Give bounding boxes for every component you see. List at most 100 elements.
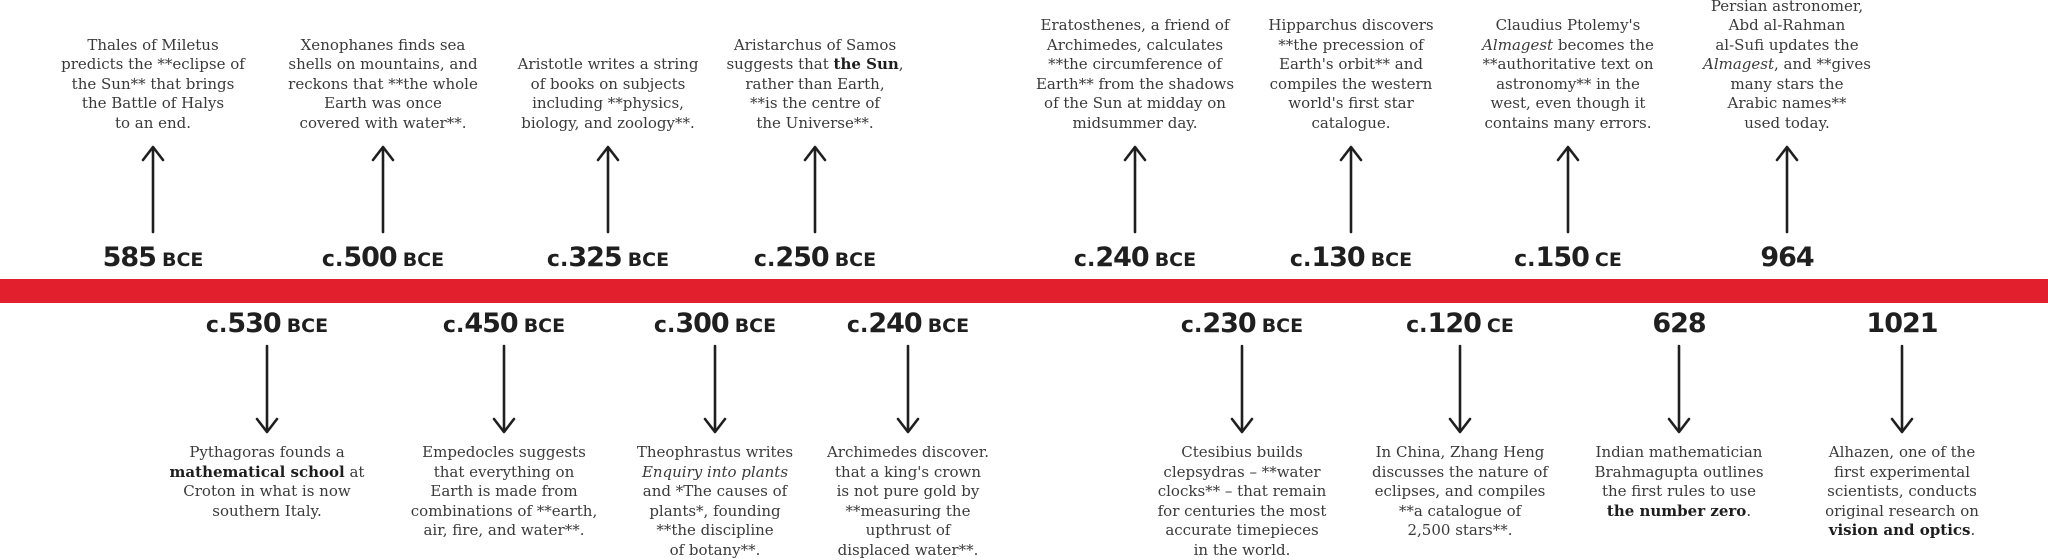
description-line: catalogue. xyxy=(1268,114,1433,134)
date-era: BCE xyxy=(928,315,969,337)
date-year: 150 xyxy=(1536,242,1589,273)
date-year: 1021 xyxy=(1866,308,1937,339)
date-era: BCE xyxy=(735,315,776,337)
description-line: Aristarchus of Samos xyxy=(726,36,903,56)
description-line: upthrust of xyxy=(827,521,989,541)
date-year: 585 xyxy=(103,242,156,273)
description-line: Ctesibius builds xyxy=(1158,443,1327,463)
date-era: BCE xyxy=(1262,315,1303,337)
description-line: **the discipline xyxy=(637,521,793,541)
description-line: al-Sufi updates the xyxy=(1703,36,1871,56)
description-line: accurate timepieces xyxy=(1158,521,1327,541)
description-line: Earth was once xyxy=(288,94,478,114)
date-prefix: c. xyxy=(1406,313,1427,338)
date-era: BCE xyxy=(162,249,203,271)
description-line: Enquiry into plants xyxy=(637,463,793,483)
description-line: Archimedes discover. xyxy=(827,443,989,463)
arrow-down-icon xyxy=(1227,346,1257,433)
description-line: clepsydras – **water xyxy=(1158,463,1327,483)
date-prefix: c. xyxy=(847,313,868,338)
date-prefix: c. xyxy=(1074,247,1095,272)
date-prefix: c. xyxy=(1181,313,1202,338)
description-line: displaced water**. xyxy=(827,541,989,560)
date-prefix: c. xyxy=(322,247,343,272)
description-line: astronomy** in the xyxy=(1482,75,1654,95)
description-line: the Sun** that brings xyxy=(61,75,245,95)
timeline-band xyxy=(0,279,2048,303)
description-line: that a king's crown xyxy=(827,463,989,483)
description-line: used today. xyxy=(1703,114,1871,134)
description-line: for centuries the most xyxy=(1158,502,1327,522)
description-line: **a catalogue of xyxy=(1372,502,1548,522)
arrow-up-icon xyxy=(1336,146,1366,232)
description-line: that everything on xyxy=(411,463,597,483)
date-era: BCE xyxy=(403,249,444,271)
date-year: 300 xyxy=(675,308,728,339)
arrow-down-icon xyxy=(489,346,519,433)
description-line: **the circumference of xyxy=(1036,55,1234,75)
description-line: **the precession of xyxy=(1268,36,1433,56)
event-date: 585 BCE xyxy=(103,244,204,271)
arrow-up-icon xyxy=(138,146,168,232)
date-prefix: c. xyxy=(547,247,568,272)
description-line: air, fire, and water**. xyxy=(411,521,597,541)
description-line: southern Italy. xyxy=(170,502,365,522)
event-date: c.450 BCE xyxy=(443,310,565,337)
date-prefix: c. xyxy=(754,247,775,272)
date-year: 240 xyxy=(868,308,921,339)
date-prefix: c. xyxy=(1290,247,1311,272)
description-line: to an end. xyxy=(61,114,245,134)
date-year: 130 xyxy=(1311,242,1364,273)
date-prefix: c. xyxy=(443,313,464,338)
description-line: combinations of **earth, xyxy=(411,502,597,522)
event-date: 628 xyxy=(1652,310,1705,337)
date-era: CE xyxy=(1595,249,1622,271)
description-line: Xenophanes finds sea xyxy=(288,36,478,56)
date-era: CE xyxy=(1487,315,1514,337)
description-line: Thales of Miletus xyxy=(61,36,245,56)
description-line: biology, and zoology**. xyxy=(518,114,699,134)
date-era: BCE xyxy=(628,249,669,271)
date-prefix: c. xyxy=(1514,247,1535,272)
arrow-down-icon xyxy=(700,346,730,433)
date-era: BCE xyxy=(524,315,565,337)
date-era: BCE xyxy=(1371,249,1412,271)
description-line: Aristotle writes a string xyxy=(518,55,699,75)
description-line: mathematical school at xyxy=(170,463,365,483)
description-line: **is the centre of xyxy=(726,94,903,114)
event-date: c.120 CE xyxy=(1406,310,1514,337)
description-line: Almagest becomes the xyxy=(1482,36,1654,56)
date-year: 450 xyxy=(464,308,517,339)
description-line: and *The causes of xyxy=(637,482,793,502)
date-year: 530 xyxy=(227,308,280,339)
description-line: Indian mathematician xyxy=(1594,443,1763,463)
description-line: Earth's orbit** and xyxy=(1268,55,1433,75)
description-line: plants*, founding xyxy=(637,502,793,522)
description-line: compiles the western xyxy=(1268,75,1433,95)
event-date: c.130 BCE xyxy=(1290,244,1412,271)
arrow-up-icon xyxy=(1772,146,1802,232)
arrow-up-icon xyxy=(800,146,830,232)
description-line: Claudius Ptolemy's xyxy=(1482,16,1654,36)
description-line: reckons that **the whole xyxy=(288,75,478,95)
description-line: west, even though it xyxy=(1482,94,1654,114)
description-line: Arabic names** xyxy=(1703,94,1871,114)
description-line: Croton in what is now xyxy=(170,482,365,502)
date-year: 120 xyxy=(1428,308,1481,339)
description-line: vision and optics. xyxy=(1825,521,1979,541)
description-line: midsummer day. xyxy=(1036,114,1234,134)
